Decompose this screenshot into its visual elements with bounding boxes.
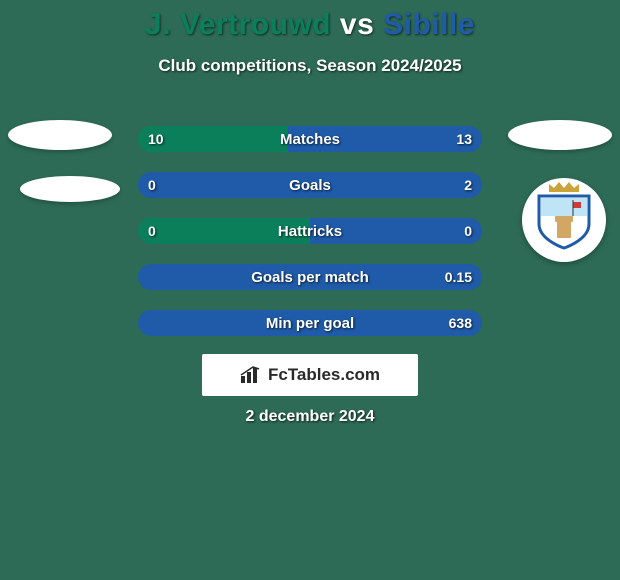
bar-label: Hattricks: [138, 218, 482, 244]
title-vs: vs: [331, 8, 383, 41]
stat-bars: Matches1013Goals02Hattricks00Goals per m…: [138, 126, 482, 356]
bar-chart-icon: [240, 366, 262, 384]
brand-text: FcTables.com: [268, 365, 380, 385]
bar-label: Matches: [138, 126, 482, 152]
stat-bar-row: Matches10 13: [138, 126, 482, 152]
bar-label: Goals: [138, 172, 482, 198]
stat-bar-row: Min per goal638: [138, 310, 482, 336]
footer-date: 2 december 2024: [0, 408, 620, 426]
title-player-left: J. Vertrouwd: [145, 8, 331, 41]
bar-value-right: 0: [464, 218, 472, 244]
page-title: J. Vertrouwd vs Sibille: [0, 0, 620, 42]
bar-value-right: 0.15: [445, 264, 472, 290]
bar-value-left: 10: [148, 126, 164, 152]
bar-value-right: 13: [456, 126, 472, 152]
title-player-right: Sibille: [383, 8, 475, 41]
bar-value-left: 0: [148, 172, 156, 198]
bar-value-right: 638: [449, 310, 472, 336]
club-crest-icon: [537, 190, 591, 250]
bar-label: Goals per match: [138, 264, 482, 290]
stat-bar-row: Hattricks0 0: [138, 218, 482, 244]
player-right-avatar: [508, 120, 612, 150]
bar-label: Min per goal: [138, 310, 482, 336]
player-left-avatar: [8, 120, 112, 150]
shield-icon: [537, 194, 591, 250]
bar-value-right: 2: [464, 172, 472, 198]
brand-badge[interactable]: FcTables.com: [202, 354, 418, 396]
club-left-badge: [20, 176, 120, 202]
stat-bar-row: Goals0 2: [138, 172, 482, 198]
comparison-card: J. Vertrouwd vs Sibille Club competition…: [0, 0, 620, 580]
stat-bar-row: Goals per match0.15: [138, 264, 482, 290]
club-right-badge: [522, 178, 606, 262]
subtitle: Club competitions, Season 2024/2025: [0, 56, 620, 76]
bar-value-left: 0: [148, 218, 156, 244]
crown-icon: [547, 180, 581, 194]
